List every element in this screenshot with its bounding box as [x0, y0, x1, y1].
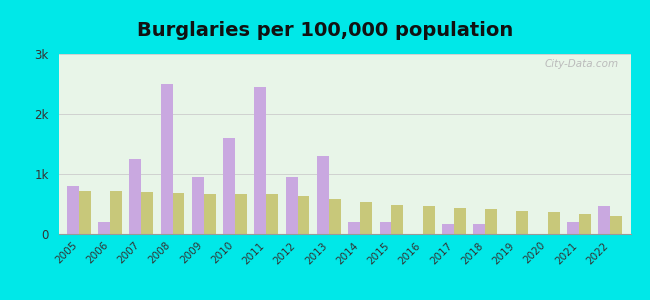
Bar	[255, 87, 266, 234]
Bar	[610, 216, 622, 234]
Bar	[579, 214, 591, 234]
Bar	[98, 222, 110, 234]
Bar	[192, 177, 204, 234]
Bar	[391, 205, 403, 234]
Bar	[161, 84, 173, 234]
Bar	[442, 224, 454, 234]
Bar	[204, 194, 216, 234]
Bar	[567, 222, 579, 234]
Bar	[286, 177, 298, 234]
Bar	[329, 199, 341, 234]
Text: City-Data.com: City-Data.com	[545, 59, 619, 69]
Bar	[223, 138, 235, 234]
Bar	[110, 191, 122, 234]
Bar	[473, 224, 485, 234]
Bar	[348, 222, 360, 234]
Bar	[173, 193, 185, 234]
Bar	[235, 194, 247, 234]
Bar	[266, 194, 278, 234]
Bar	[485, 209, 497, 234]
Bar	[129, 159, 141, 234]
Text: Burglaries per 100,000 population: Burglaries per 100,000 population	[137, 21, 513, 40]
Bar	[67, 186, 79, 234]
Bar	[317, 156, 329, 234]
Bar	[454, 208, 466, 234]
Bar	[422, 206, 434, 234]
Bar	[360, 202, 372, 234]
Bar	[516, 211, 528, 234]
Bar	[598, 206, 610, 234]
Bar	[548, 212, 560, 234]
Bar	[380, 222, 391, 234]
Bar	[141, 192, 153, 234]
Bar	[79, 191, 91, 234]
Bar	[298, 196, 309, 234]
